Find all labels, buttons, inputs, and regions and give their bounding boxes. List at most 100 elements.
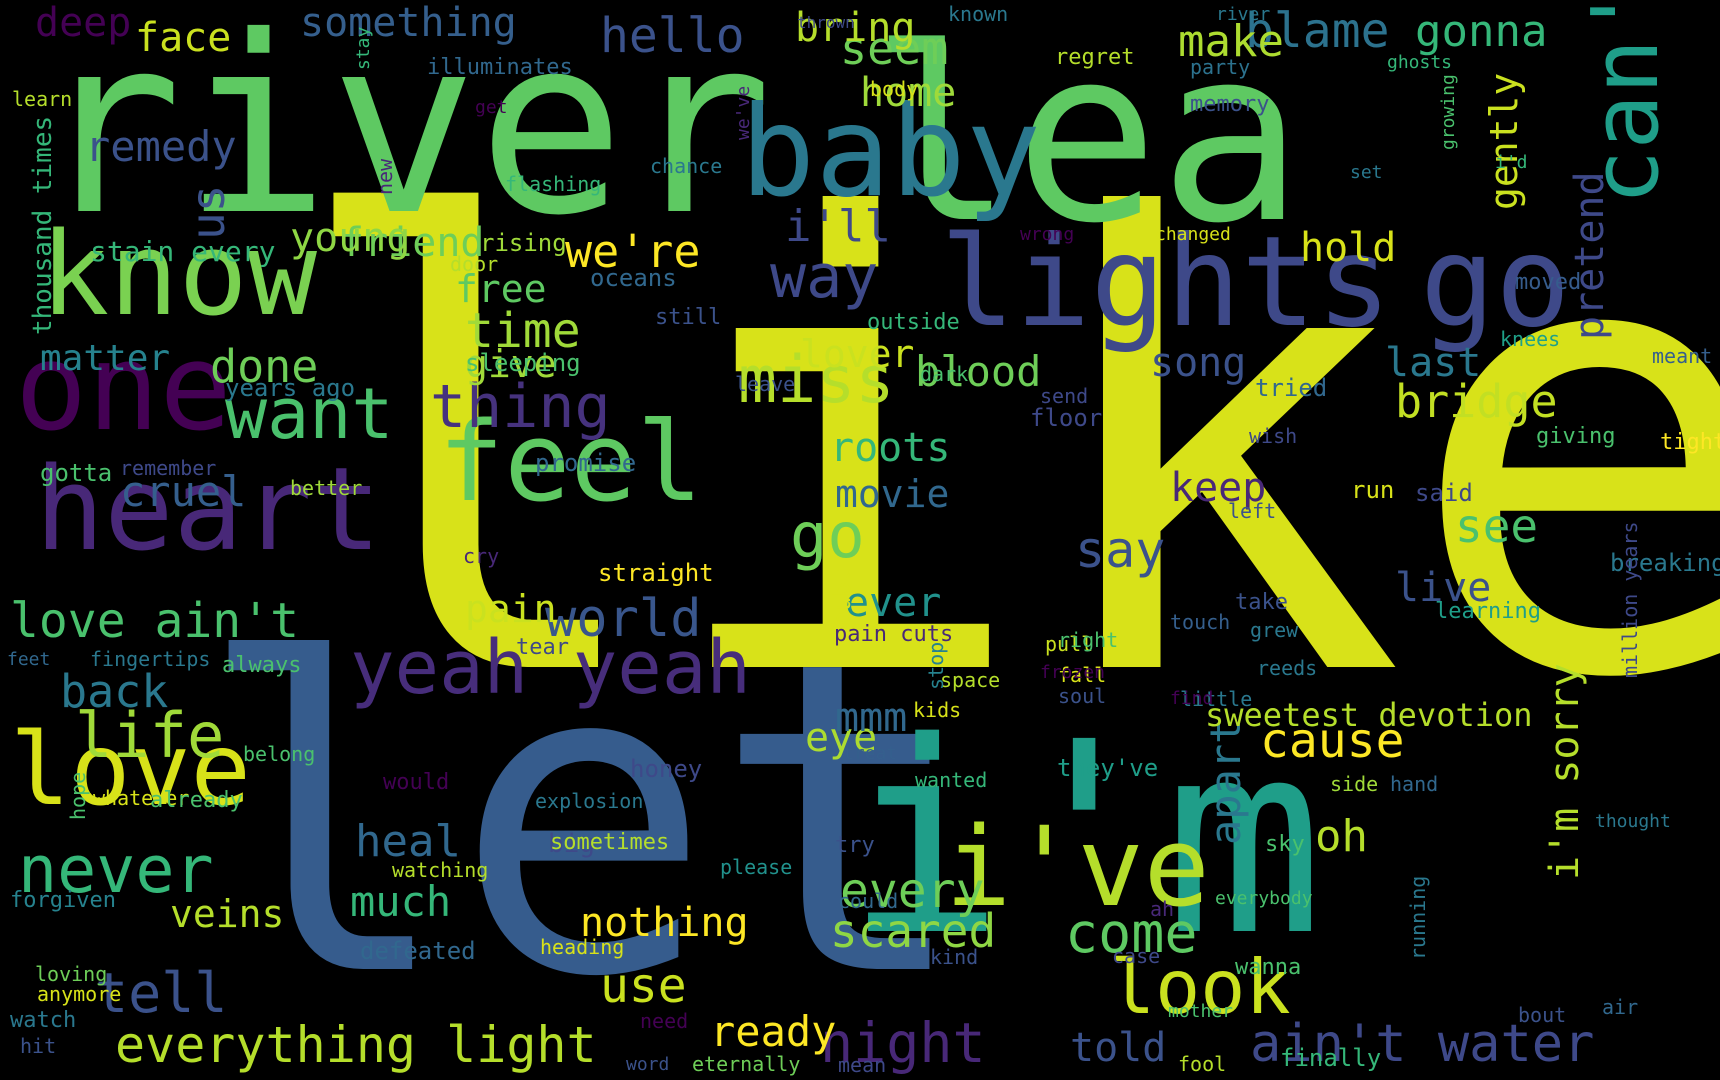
word-way: way bbox=[770, 242, 879, 312]
word-much: much bbox=[350, 877, 452, 927]
word-sweetest-devotion: sweetest devotion bbox=[1205, 696, 1533, 735]
word-loving: loving bbox=[35, 962, 108, 986]
word-treat: treat bbox=[843, 742, 898, 764]
word-cause: cause bbox=[1260, 712, 1405, 769]
word-gotta: gotta bbox=[40, 458, 113, 487]
word-baby: baby bbox=[740, 80, 1042, 225]
word-lea: lea bbox=[870, 0, 1304, 276]
word-never: never bbox=[18, 833, 214, 908]
word-kind: kind bbox=[930, 945, 979, 969]
word-hit: hit bbox=[20, 1034, 57, 1058]
word-anymore: anymore bbox=[37, 982, 122, 1006]
word-lover: lover bbox=[800, 331, 915, 376]
word-time: time bbox=[465, 302, 581, 359]
word-thousand-times: thousand times bbox=[28, 115, 58, 335]
word-come: come bbox=[1065, 901, 1198, 965]
word-seem: seem bbox=[840, 22, 949, 75]
word-heart: heart bbox=[35, 443, 382, 577]
word-roots: roots bbox=[830, 425, 951, 471]
word-river: river bbox=[35, 0, 773, 269]
word-straight: straight bbox=[598, 558, 714, 587]
word-see: see bbox=[1455, 499, 1539, 554]
word-river: river bbox=[1216, 3, 1271, 25]
word-growing: growing bbox=[1438, 74, 1459, 150]
word-word: word bbox=[626, 1053, 670, 1075]
word-wish: wish bbox=[1249, 424, 1298, 448]
word-we-ve: we've bbox=[733, 85, 754, 140]
word-live: live bbox=[1395, 565, 1492, 611]
word-memory: memory bbox=[1190, 92, 1270, 118]
word-rising: rising bbox=[480, 228, 567, 257]
word-lights: lights bbox=[940, 210, 1392, 355]
word-every: every bbox=[840, 862, 985, 919]
word-ain-t-water: ain't water bbox=[1250, 1014, 1595, 1075]
word-life: life bbox=[75, 699, 225, 773]
word-try: try bbox=[835, 833, 875, 859]
word-let: let bbox=[195, 571, 972, 1071]
word-need: need bbox=[640, 1009, 689, 1033]
word-ready: ready bbox=[710, 1007, 837, 1057]
word-apart: apart bbox=[1201, 718, 1250, 845]
word-better: better bbox=[290, 476, 363, 500]
word-veins: veins bbox=[170, 891, 285, 936]
word-yeah-yeah: yeah yeah bbox=[350, 624, 751, 711]
word-use: use bbox=[600, 957, 687, 1014]
word-sky: sky bbox=[1265, 832, 1305, 858]
word-stain-every: stain every bbox=[90, 234, 276, 268]
word-gonna: gonna bbox=[1415, 5, 1548, 57]
word-get: get bbox=[475, 96, 508, 118]
word-told: told bbox=[1070, 1025, 1167, 1071]
word-face: face bbox=[135, 15, 232, 61]
word-illuminates: illuminates bbox=[427, 55, 573, 81]
word-mean: mean bbox=[838, 1053, 887, 1077]
word-new: new bbox=[373, 158, 397, 195]
word-case: case bbox=[1112, 944, 1161, 968]
word-bout: bout bbox=[1518, 1003, 1567, 1027]
word-thing: thing bbox=[430, 372, 611, 442]
word-cry: cry bbox=[463, 544, 500, 568]
word-make: make bbox=[1178, 15, 1284, 67]
word-leave: leave bbox=[735, 372, 796, 396]
word-run: run bbox=[1351, 475, 1395, 504]
word-hand: hand bbox=[1390, 772, 1439, 796]
word-remedy: remedy bbox=[85, 122, 237, 172]
word-i-d: i'd bbox=[1495, 151, 1528, 173]
word-still: still bbox=[655, 305, 722, 331]
word-pain-cuts: pain cuts bbox=[834, 622, 954, 648]
word-running: running bbox=[1406, 875, 1430, 960]
word-want: want bbox=[225, 373, 394, 455]
word-years-ago: years ago bbox=[225, 373, 356, 402]
word-stop: stop bbox=[924, 641, 948, 690]
word-door: door bbox=[450, 252, 499, 276]
word-would: would bbox=[383, 770, 450, 796]
word-fall: fall bbox=[1058, 663, 1107, 687]
word-defeated: defeated bbox=[360, 936, 476, 965]
word-nothing: nothing bbox=[580, 900, 749, 946]
word-hold: hold bbox=[1300, 225, 1397, 271]
word-feet: feet bbox=[7, 648, 51, 670]
word-pain: pain bbox=[465, 586, 557, 631]
word-tear: tear bbox=[516, 635, 569, 661]
word-back: back bbox=[60, 665, 169, 718]
word-touch: touch bbox=[1170, 610, 1231, 634]
word-bring: bring bbox=[795, 5, 916, 51]
word-sleeping: sleeping bbox=[465, 348, 581, 377]
word-heading: heading bbox=[540, 935, 625, 959]
word-explosion: explosion bbox=[535, 789, 644, 813]
word-watch: watch bbox=[10, 1008, 77, 1034]
word-last: last bbox=[1385, 340, 1482, 386]
word-sometimes: sometimes bbox=[550, 830, 670, 856]
word-look: look bbox=[1110, 943, 1291, 1031]
word-hello: hello bbox=[600, 7, 745, 64]
word-always: always bbox=[222, 653, 302, 679]
word-fool: fool bbox=[1178, 1052, 1227, 1076]
word-belong: belong bbox=[243, 742, 316, 766]
word-go: go bbox=[790, 499, 865, 573]
word-million-years: million years bbox=[1618, 521, 1642, 678]
word-love-ain-t: love ain't bbox=[10, 592, 299, 649]
word-regret: regret bbox=[1055, 45, 1135, 71]
word-air: air bbox=[1602, 995, 1639, 1019]
word-mmm: mmm bbox=[835, 695, 908, 741]
word-bridge: bridge bbox=[1395, 375, 1558, 428]
